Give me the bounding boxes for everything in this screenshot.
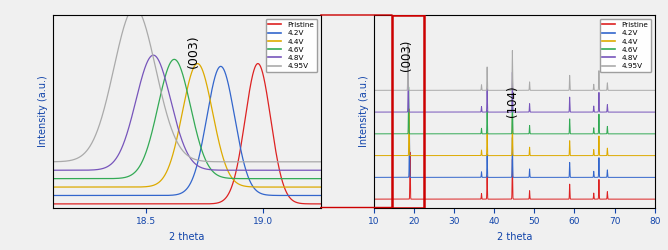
X-axis label: 2 theta: 2 theta xyxy=(497,232,532,242)
Text: (003): (003) xyxy=(399,40,413,72)
Legend: Pristine, 4.2V, 4.4V, 4.6V, 4.8V, 4.95V: Pristine, 4.2V, 4.4V, 4.6V, 4.8V, 4.95V xyxy=(266,18,317,72)
Text: (104): (104) xyxy=(506,85,519,117)
Text: (003): (003) xyxy=(187,34,200,68)
X-axis label: 2 theta: 2 theta xyxy=(170,232,204,242)
Y-axis label: Intensity (a.u.): Intensity (a.u.) xyxy=(359,76,369,147)
Legend: Pristine, 4.2V, 4.4V, 4.6V, 4.8V, 4.95V: Pristine, 4.2V, 4.4V, 4.6V, 4.8V, 4.95V xyxy=(600,18,651,72)
Y-axis label: Intensity (a.u.): Intensity (a.u.) xyxy=(38,76,48,147)
Bar xyxy=(392,15,424,208)
